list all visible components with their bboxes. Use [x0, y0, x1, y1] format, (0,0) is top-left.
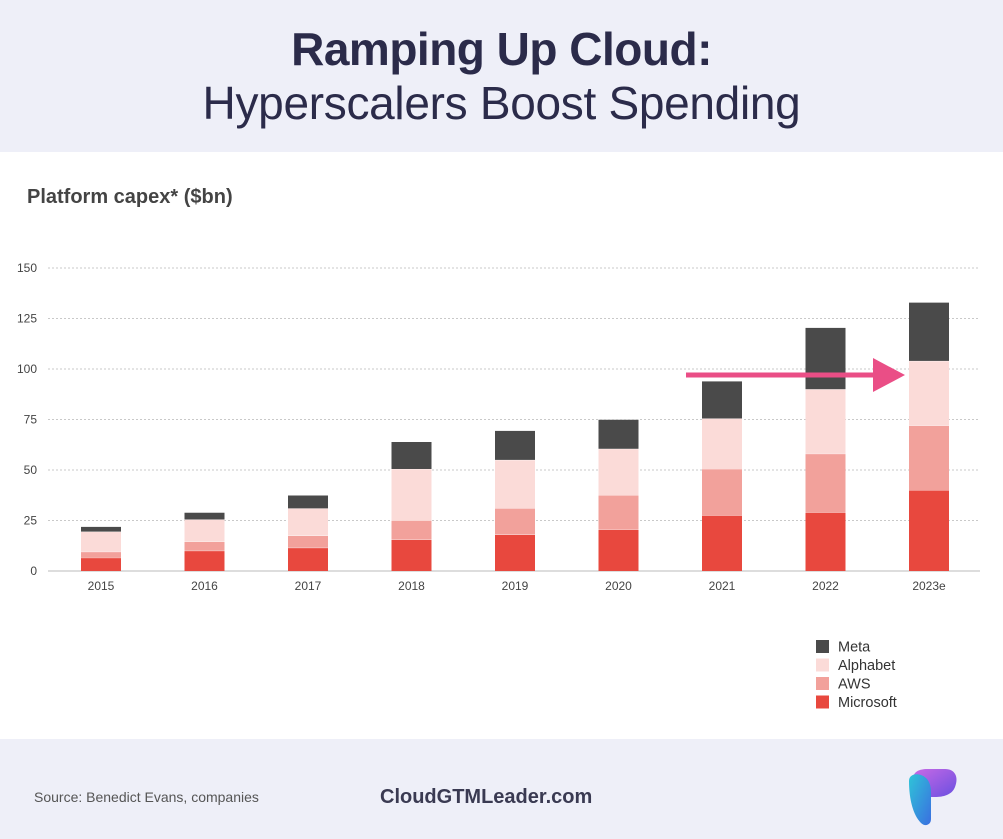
bar-aws-2019[interactable] [495, 508, 535, 535]
bar-microsoft-2020[interactable] [598, 529, 639, 571]
legend-swatch-microsoft [816, 695, 829, 709]
legend-label-alphabet: Alphabet [838, 658, 895, 674]
bar-alphabet-2017[interactable] [288, 508, 328, 536]
x-tick-label: 2023e [912, 579, 946, 593]
x-tick-label: 2019 [502, 579, 529, 593]
bar-microsoft-2021[interactable] [702, 515, 742, 571]
legend-swatch-aws [816, 677, 829, 690]
bar-meta-2015[interactable] [81, 526, 121, 532]
y-tick-label: 25 [24, 514, 38, 528]
legend-label-aws: AWS [838, 677, 871, 693]
y-tick-label: 0 [30, 564, 37, 578]
bar-meta-2016[interactable] [184, 512, 225, 520]
bar-aws-2018[interactable] [391, 520, 432, 540]
legend-swatch-alphabet [816, 658, 829, 672]
legend-label-meta: Meta [838, 640, 871, 656]
bar-aws-2017[interactable] [288, 535, 328, 548]
capex-chart: 0 25 50 75 100 125 150 2015 2016 2017 2018 2019 2020… [17, 261, 980, 711]
bar-microsoft-2022[interactable] [805, 512, 846, 571]
bar-alphabet-2023e[interactable] [909, 360, 949, 426]
y-tick-label: 50 [24, 463, 38, 477]
x-tick-label: 2020 [605, 579, 632, 593]
title-main: Ramping Up Cloud: [291, 23, 712, 75]
x-tick-label: 2022 [812, 579, 839, 593]
header-banner: Ramping Up Cloud: Hyperscalers Boost Spe… [0, 0, 1003, 152]
bar-aws-2015[interactable] [81, 551, 121, 558]
bar-microsoft-2019[interactable] [495, 534, 535, 571]
bar-meta-2023e[interactable] [909, 302, 949, 361]
bar-microsoft-2017[interactable] [288, 547, 328, 571]
x-tick-label: 2017 [295, 579, 322, 593]
brand-logo-icon [909, 769, 957, 826]
bar-meta-2022[interactable] [805, 327, 846, 390]
bar-aws-2020[interactable] [598, 495, 639, 530]
bar-alphabet-2018[interactable] [391, 468, 432, 521]
legend-swatch-meta [816, 640, 829, 653]
x-tick-label: 2021 [709, 579, 736, 593]
source-note: Source: Benedict Evans, companies [34, 789, 259, 805]
bar-meta-2019[interactable] [495, 430, 535, 460]
y-tick-label: 100 [17, 362, 37, 376]
x-tick-label: 2018 [398, 579, 425, 593]
brand-link[interactable]: CloudGTMLeader.com [380, 786, 593, 808]
bar-aws-2016[interactable] [184, 541, 225, 551]
bar-aws-2021[interactable] [702, 468, 742, 516]
bar-microsoft-2015[interactable] [81, 557, 121, 571]
bar-meta-2017[interactable] [288, 495, 328, 509]
bar-microsoft-2018[interactable] [391, 539, 432, 571]
bar-meta-2020[interactable] [598, 419, 639, 449]
bar-alphabet-2016[interactable] [184, 519, 225, 542]
x-tick-label: 2015 [88, 579, 115, 593]
x-tick-label: 2016 [191, 579, 218, 593]
footer-bar: Source: Benedict Evans, companies CloudG… [0, 739, 1003, 839]
bar-alphabet-2020[interactable] [598, 448, 639, 496]
bar-microsoft-2023e[interactable] [909, 490, 949, 571]
bar-alphabet-2022[interactable] [805, 389, 846, 454]
bar-alphabet-2019[interactable] [495, 459, 535, 509]
bar-meta-2021[interactable] [702, 381, 742, 419]
chart-title: Platform capex* ($bn) [27, 186, 233, 208]
bar-meta-2018[interactable] [391, 441, 432, 469]
annotation-arrow-head [873, 358, 905, 393]
bar-microsoft-2016[interactable] [184, 550, 225, 571]
title-subtitle: Hyperscalers Boost Spending [202, 77, 801, 129]
bar-alphabet-2015[interactable] [81, 531, 121, 552]
y-tick-label: 125 [17, 312, 37, 326]
y-tick-label: 75 [24, 413, 38, 427]
bar-aws-2022[interactable] [805, 453, 846, 513]
legend-label-microsoft: Microsoft [838, 695, 897, 711]
y-tick-label: 150 [17, 261, 37, 275]
bar-alphabet-2021[interactable] [702, 418, 742, 469]
bar-aws-2023e[interactable] [909, 425, 949, 491]
